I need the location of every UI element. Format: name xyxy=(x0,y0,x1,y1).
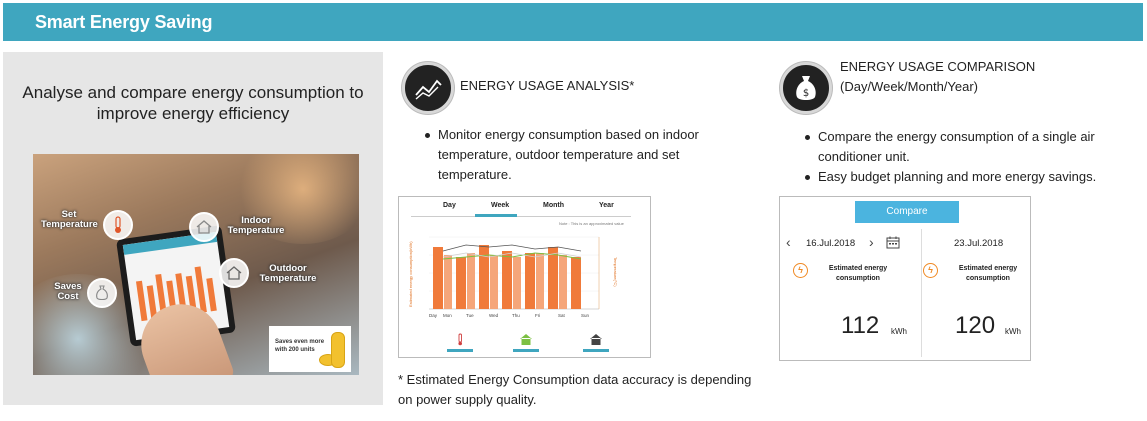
lightning-icon: ϟ xyxy=(923,263,938,278)
money-bag-icon: $ xyxy=(780,62,832,114)
bar-fri-a xyxy=(525,253,535,309)
accuracy-footnote: * Estimated Energy Consumption data accu… xyxy=(398,372,752,407)
set-temperature-line xyxy=(442,244,582,252)
y-right-axis-label: Temperature(°C) xyxy=(613,257,618,287)
day-mon: Mon xyxy=(443,313,452,318)
svg-text:$: $ xyxy=(803,88,809,99)
legend-indoor-bar xyxy=(513,349,539,352)
set-temperature-label: Set Temperature xyxy=(41,209,98,230)
bar-thu-a xyxy=(502,251,512,309)
page-title: Smart Energy Saving xyxy=(35,12,213,32)
bar-mon-b xyxy=(444,255,452,309)
saves-cost-label: Saves Cost xyxy=(54,281,82,302)
left-kwh-unit: kWh xyxy=(891,327,907,336)
outdoor-temperature-line xyxy=(442,252,582,258)
analysis-bullet-list: Monitor energy consumption based on indo… xyxy=(420,125,740,185)
day-wed: Wed xyxy=(489,313,499,318)
bar-tue-a xyxy=(456,257,466,309)
calendar-icon[interactable] xyxy=(886,236,900,254)
day-thu: Thu xyxy=(512,313,520,318)
analysis-heading: ENERGY USAGE ANALYSIS* xyxy=(460,78,635,93)
thermometer-icon[interactable] xyxy=(453,333,467,346)
x-axis-label: Day xyxy=(429,313,438,318)
saves-more-text: Saves even more with 200 units xyxy=(275,339,325,353)
bar-sat-a xyxy=(548,247,558,309)
left-est-label: Estimated energy consumption xyxy=(828,265,888,282)
chevron-right-icon[interactable]: › xyxy=(869,234,874,250)
saves-more-badge: Saves even more with 200 units xyxy=(269,326,351,372)
comparison-heading: ENERGY USAGE COMPARISON xyxy=(840,59,1036,74)
outdoor-house-icon xyxy=(219,258,249,288)
tab-week[interactable]: Week xyxy=(491,202,510,209)
bar-sat-b xyxy=(559,255,567,309)
indoor-temperature-label: Indoor Temperature xyxy=(227,215,285,236)
left-kwh-value: 112 xyxy=(841,312,880,339)
tab-year[interactable]: Year xyxy=(599,202,614,209)
right-kwh-unit: kWh xyxy=(1005,327,1021,336)
day-fri: Fri xyxy=(535,313,540,318)
comparison-subheading: (Day/Week/Month/Year) xyxy=(840,79,979,94)
chart-note: Note : This is an approximated value xyxy=(559,221,624,226)
bar-wed-a xyxy=(479,245,489,309)
right-est-label: Estimated energy consumption xyxy=(958,265,1018,282)
intro-title: Analyse and compare energy consumption t… xyxy=(22,83,364,123)
chart-bars xyxy=(433,245,581,309)
energy-comparison-screenshot: Compare ‹ 16.Jul.2018 › 23.Jul.2018 ϟ Es… xyxy=(779,196,1031,361)
lightning-icon: ϟ xyxy=(793,263,808,278)
bar-sun-a xyxy=(571,257,581,309)
comparison-bullet-list: Compare the energy consumption of a sing… xyxy=(800,127,1130,187)
bar-mon-a xyxy=(433,247,443,309)
money-bag-icon xyxy=(87,278,117,308)
tab-month[interactable]: Month xyxy=(543,202,564,209)
tab-day[interactable]: Day xyxy=(443,202,456,209)
intro-panel: Analyse and compare energy consumption t… xyxy=(3,52,383,405)
y-left-axis-label: Estimated energy consumption(kWh) xyxy=(408,241,413,307)
thermometer-icon xyxy=(103,210,133,240)
day-sun: Sun xyxy=(581,313,590,318)
bar-tue-b xyxy=(467,253,475,309)
outdoor-temperature-label: Outdoor Temperature xyxy=(259,263,317,284)
indoor-house-icon[interactable] xyxy=(519,333,533,346)
chevron-left-icon[interactable]: ‹ xyxy=(786,234,791,250)
coin-stack-icon xyxy=(331,332,345,368)
day-sat: Sat xyxy=(558,313,566,318)
tablet-usage-photo: Set Temperature Indoor Temperature Outdo… xyxy=(33,154,359,375)
legend-set-temp-bar xyxy=(447,349,473,352)
indoor-temperature-line xyxy=(442,252,582,260)
indoor-house-icon xyxy=(189,212,219,242)
energy-analysis-screenshot: Day Week Month Year Note : This is an ap… xyxy=(398,196,651,358)
bar-thu-b xyxy=(513,257,521,309)
outdoor-house-icon[interactable] xyxy=(589,333,603,346)
energy-week-chart: Estimated energy consumption(kWh) Temper… xyxy=(408,236,618,318)
active-tab-indicator xyxy=(475,214,517,217)
right-kwh-value: 120 xyxy=(955,312,996,339)
line-chart-icon xyxy=(402,62,454,114)
list-item: Easy budget planning and more energy sav… xyxy=(800,167,1130,187)
day-tue: Tue xyxy=(466,313,474,318)
header-bar: Smart Energy Saving xyxy=(3,3,1143,41)
list-item: Compare the energy consumption of a sing… xyxy=(800,127,1130,167)
list-item: Monitor energy consumption based on indo… xyxy=(420,125,740,185)
bar-wed-b xyxy=(490,255,498,309)
bar-fri-b xyxy=(536,253,544,309)
compare-button[interactable]: Compare xyxy=(855,201,959,223)
legend-outdoor-bar xyxy=(583,349,609,352)
left-date: 16.Jul.2018 xyxy=(806,238,856,249)
right-date: 23.Jul.2018 xyxy=(954,238,1004,249)
